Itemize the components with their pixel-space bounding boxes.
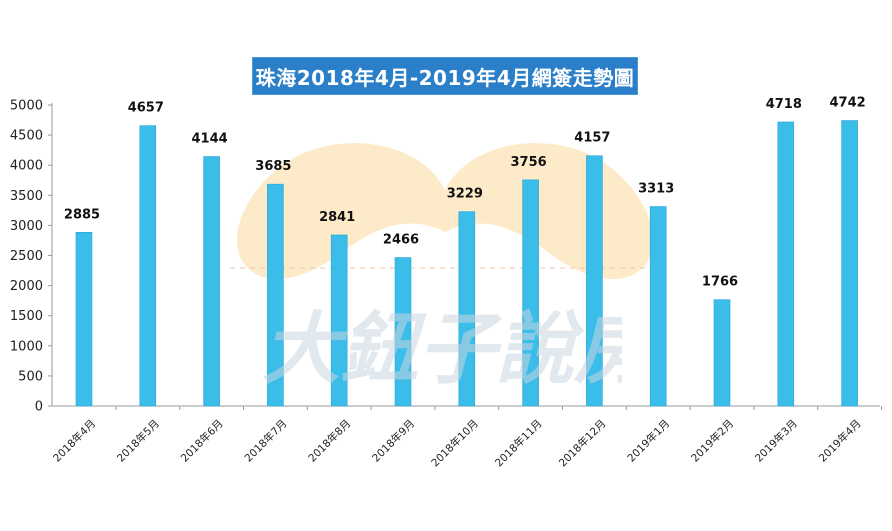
y-tick-label: 5000 [10,99,43,114]
data-label: 3313 [638,182,674,197]
data-label: 4144 [192,132,228,147]
data-label: 4742 [830,96,866,111]
data-label: 4657 [128,101,164,116]
chart-title: 珠海2018年4月-2019年4月網簽走勢圖 [252,57,638,95]
x-tick-label: 2019年4月 [816,417,864,465]
bar [649,206,667,407]
x-tick-label: 2019年3月 [752,417,800,465]
x-tick-label: 2018年5月 [114,417,162,465]
bar [777,121,795,407]
data-label: 4157 [574,131,610,146]
x-tick-label: 2018年11月 [492,417,544,469]
bar [586,155,603,407]
bars [75,120,858,407]
data-label: 2885 [64,207,100,222]
x-tick-label: 2019年1月 [625,417,673,465]
y-tick-label: 4000 [10,159,43,174]
watermark-text: 大鈕子說房 [262,305,622,395]
y-tick-label: 4500 [10,129,43,144]
x-tick-label: 2018年12月 [556,417,608,469]
axes: 0 500 1000 1500 2000 2500 3000 3500 4000 4500 5000 [10,99,882,415]
data-label: 3685 [255,159,291,174]
x-tick-label: 2018年10月 [429,417,481,469]
data-label: 4718 [766,97,802,112]
data-label: 1766 [702,275,738,290]
y-tick-label: 500 [18,369,43,384]
y-tick-label: 3000 [10,219,43,234]
bar [713,299,731,407]
bar [75,232,93,407]
data-labels: 2885 4657 4144 3685 2841 2466 3229 3756 4157 3313… [64,96,866,290]
data-label: 3756 [511,155,547,170]
bar [841,120,858,407]
x-tick-labels: 2018年4月 2018年5月 2018年6月 2018年7月 2018年8月 2018年… [50,417,863,469]
x-tick-label: 2019年2月 [688,417,736,465]
bar [330,234,348,407]
x-tick-label: 2018年6月 [178,417,226,465]
x-tick-label: 2018年7月 [242,417,290,465]
x-tick-label: 2018年9月 [369,417,417,465]
bar [394,257,412,407]
y-tick-label: 2000 [10,279,43,294]
x-tick-label: 2018年8月 [306,417,354,465]
y-tick-label: 3500 [10,189,43,204]
bar [139,125,157,407]
data-label: 3229 [447,187,483,202]
y-tick-label: 1000 [10,339,43,354]
bar [203,156,220,407]
y-tick-label: 0 [35,400,43,415]
x-tick-label: 2018年4月 [50,417,98,465]
y-tick-label: 1500 [10,309,43,324]
y-tick-label: 2500 [10,249,43,264]
data-label: 2841 [319,210,355,225]
bar [458,211,476,407]
data-label: 2466 [383,233,419,248]
bar [267,183,284,407]
bar [522,179,539,407]
